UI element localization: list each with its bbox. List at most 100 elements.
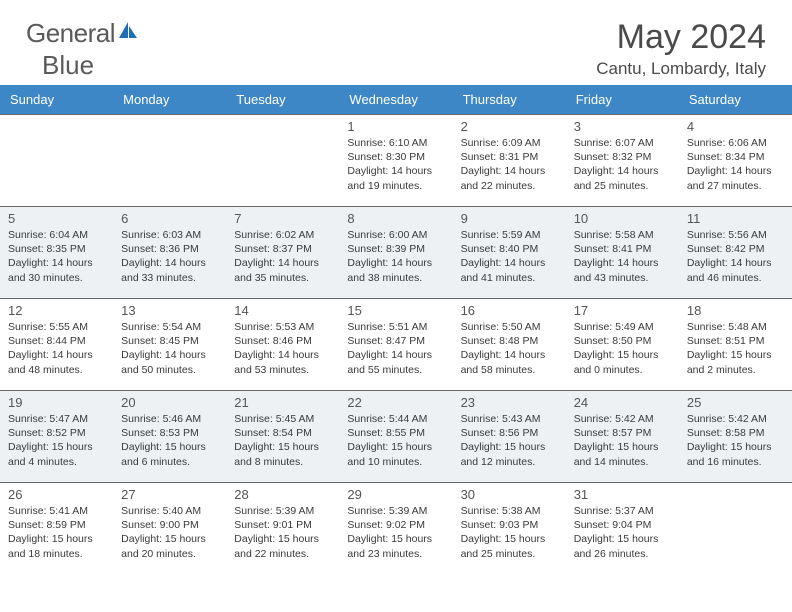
calendar-cell: 13 Sunrise: 5:54 AMSunset: 8:45 PMDayligh… [113, 299, 226, 391]
day-details: Sunrise: 5:58 AMSunset: 8:41 PMDaylight:… [574, 228, 673, 285]
day-details: Sunrise: 6:09 AMSunset: 8:31 PMDaylight:… [461, 136, 560, 193]
day-number: 17 [574, 303, 673, 318]
calendar-cell: 15Sunrise: 5:51 AMSunset: 8:47 PMDayligh… [339, 299, 452, 391]
day-details: Sunrise: 6:06 AMSunset: 8:34 PMDaylight:… [687, 136, 786, 193]
day-number: 12 [8, 303, 107, 318]
day-number: 27 [121, 487, 220, 502]
day-details: Sunrise: 6:02 AMSunset: 8:37 PMDaylight:… [234, 228, 333, 285]
calendar-table: Sunday Monday Tuesday Wednesday Thursday… [0, 85, 792, 575]
sail-icon [117, 20, 139, 47]
calendar-cell: 28 Sunrise: 5:39 AMSunset: 9:01 PMDayligh… [226, 483, 339, 575]
day-number: 13 [121, 303, 220, 318]
calendar-cell: 27 Sunrise: 5:40 AMSunset: 9:00 PMDayligh… [113, 483, 226, 575]
calendar-cell: 16 Sunrise: 5:50 AMSunset: 8:48 PMDayligh… [453, 299, 566, 391]
calendar-cell [113, 115, 226, 207]
day-details: Sunrise: 5:44 AMSunset: 8:55 PMDaylight:… [347, 412, 446, 469]
day-details: Sunrise: 5:54 AMSunset: 8:45 PMDaylight:… [121, 320, 220, 377]
day-number: 21 [234, 395, 333, 410]
day-details: Sunrise: 6:10 AMSunset: 8:30 PMDaylight:… [347, 136, 446, 193]
day-number: 25 [687, 395, 786, 410]
day-details: Sunrise: 5:42 AMSunset: 8:57 PMDaylight:… [574, 412, 673, 469]
day-details: Sunrise: 6:00 AMSunset: 8:39 PMDaylight:… [347, 228, 446, 285]
weekday-header: Friday [566, 85, 679, 115]
calendar-cell: 17 Sunrise: 5:49 AMSunset: 8:50 PMDayligh… [566, 299, 679, 391]
day-details: Sunrise: 5:41 AMSunset: 8:59 PMDaylight:… [8, 504, 107, 561]
calendar-cell: 21 Sunrise: 5:45 AMSunset: 8:54 PMDayligh… [226, 391, 339, 483]
day-number: 24 [574, 395, 673, 410]
calendar-cell: 3 Sunrise: 6:07 AMSunset: 8:32 PMDaylight… [566, 115, 679, 207]
day-details: Sunrise: 5:49 AMSunset: 8:50 PMDaylight:… [574, 320, 673, 377]
day-number: 2 [461, 119, 560, 134]
day-number: 16 [461, 303, 560, 318]
day-details: Sunrise: 5:37 AMSunset: 9:04 PMDaylight:… [574, 504, 673, 561]
weekday-header: Thursday [453, 85, 566, 115]
day-number: 7 [234, 211, 333, 226]
weekday-header-row: Sunday Monday Tuesday Wednesday Thursday… [0, 85, 792, 115]
day-details: Sunrise: 5:39 AMSunset: 9:02 PMDaylight:… [347, 504, 446, 561]
calendar-cell: 2 Sunrise: 6:09 AMSunset: 8:31 PMDaylight… [453, 115, 566, 207]
day-number: 11 [687, 211, 786, 226]
day-number: 29 [347, 487, 446, 502]
day-number: 9 [461, 211, 560, 226]
day-number: 28 [234, 487, 333, 502]
calendar-cell: 6Sunrise: 6:03 AMSunset: 8:36 PMDaylight… [113, 207, 226, 299]
calendar-cell: 18 Sunrise: 5:48 AMSunset: 8:51 PMDayligh… [679, 299, 792, 391]
calendar-cell: 10 Sunrise: 5:58 AMSunset: 8:41 PMDayligh… [566, 207, 679, 299]
calendar-cell [679, 483, 792, 575]
day-details: Sunrise: 5:47 AMSunset: 8:52 PMDaylight:… [8, 412, 107, 469]
calendar-cell [0, 115, 113, 207]
location: Cantu, Lombardy, Italy [596, 59, 766, 79]
calendar-cell: 30 Sunrise: 5:38 AMSunset: 9:03 PMDayligh… [453, 483, 566, 575]
day-number: 22 [347, 395, 446, 410]
calendar-row: 5 Sunrise: 6:04 AMSunset: 8:35 PMDaylight… [0, 207, 792, 299]
day-details: Sunrise: 5:56 AMSunset: 8:42 PMDaylight:… [687, 228, 786, 285]
calendar-cell: 31 Sunrise: 5:37 AMSunset: 9:04 PMDayligh… [566, 483, 679, 575]
day-number: 3 [574, 119, 673, 134]
day-details: Sunrise: 5:55 AMSunset: 8:44 PMDaylight:… [8, 320, 107, 377]
weekday-header: Wednesday [339, 85, 452, 115]
day-number: 30 [461, 487, 560, 502]
logo-text-left: General [26, 18, 115, 49]
day-details: Sunrise: 5:38 AMSunset: 9:03 PMDaylight:… [461, 504, 560, 561]
day-details: Sunrise: 6:03 AMSunset: 8:36 PMDaylight:… [121, 228, 220, 285]
weekday-header: Saturday [679, 85, 792, 115]
weekday-header: Monday [113, 85, 226, 115]
day-number: 18 [687, 303, 786, 318]
calendar-row: 19 Sunrise: 5:47 AMSunset: 8:52 PMDayligh… [0, 391, 792, 483]
day-details: Sunrise: 5:40 AMSunset: 9:00 PMDaylight:… [121, 504, 220, 561]
calendar-cell: 9 Sunrise: 5:59 AMSunset: 8:40 PMDaylight… [453, 207, 566, 299]
day-details: Sunrise: 5:59 AMSunset: 8:40 PMDaylight:… [461, 228, 560, 285]
calendar-cell: 12 Sunrise: 5:55 AMSunset: 8:44 PMDayligh… [0, 299, 113, 391]
day-details: Sunrise: 5:50 AMSunset: 8:48 PMDaylight:… [461, 320, 560, 377]
title-block: May 2024 Cantu, Lombardy, Italy [596, 18, 766, 79]
calendar-cell: 4 Sunrise: 6:06 AMSunset: 8:34 PMDaylight… [679, 115, 792, 207]
day-number: 15 [347, 303, 446, 318]
calendar-body: 1 Sunrise: 6:10 AMSunset: 8:30 PMDaylight… [0, 115, 792, 575]
day-number: 4 [687, 119, 786, 134]
day-number: 23 [461, 395, 560, 410]
calendar-cell: 5 Sunrise: 6:04 AMSunset: 8:35 PMDaylight… [0, 207, 113, 299]
calendar-cell: 26 Sunrise: 5:41 AMSunset: 8:59 PMDayligh… [0, 483, 113, 575]
calendar-cell: 23Sunrise: 5:43 AMSunset: 8:56 PMDayligh… [453, 391, 566, 483]
calendar-cell: 22 Sunrise: 5:44 AMSunset: 8:55 PMDayligh… [339, 391, 452, 483]
logo-text-right: Blue [42, 50, 94, 81]
calendar-row: 12 Sunrise: 5:55 AMSunset: 8:44 PMDayligh… [0, 299, 792, 391]
day-details: Sunrise: 6:04 AMSunset: 8:35 PMDaylight:… [8, 228, 107, 285]
header: General May 2024 Cantu, Lombardy, Italy [0, 0, 792, 85]
day-number: 1 [347, 119, 446, 134]
day-details: Sunrise: 5:45 AMSunset: 8:54 PMDaylight:… [234, 412, 333, 469]
day-number: 26 [8, 487, 107, 502]
calendar-cell: 1 Sunrise: 6:10 AMSunset: 8:30 PMDaylight… [339, 115, 452, 207]
calendar-cell: 29 Sunrise: 5:39 AMSunset: 9:02 PMDayligh… [339, 483, 452, 575]
calendar-cell: 20Sunrise: 5:46 AMSunset: 8:53 PMDayligh… [113, 391, 226, 483]
day-number: 10 [574, 211, 673, 226]
day-details: Sunrise: 5:39 AMSunset: 9:01 PMDaylight:… [234, 504, 333, 561]
calendar-cell: 7 Sunrise: 6:02 AMSunset: 8:37 PMDaylight… [226, 207, 339, 299]
day-details: Sunrise: 6:07 AMSunset: 8:32 PMDaylight:… [574, 136, 673, 193]
day-number: 31 [574, 487, 673, 502]
day-number: 5 [8, 211, 107, 226]
logo: General [26, 18, 141, 49]
day-number: 19 [8, 395, 107, 410]
calendar-row: 1 Sunrise: 6:10 AMSunset: 8:30 PMDaylight… [0, 115, 792, 207]
day-details: Sunrise: 5:48 AMSunset: 8:51 PMDaylight:… [687, 320, 786, 377]
